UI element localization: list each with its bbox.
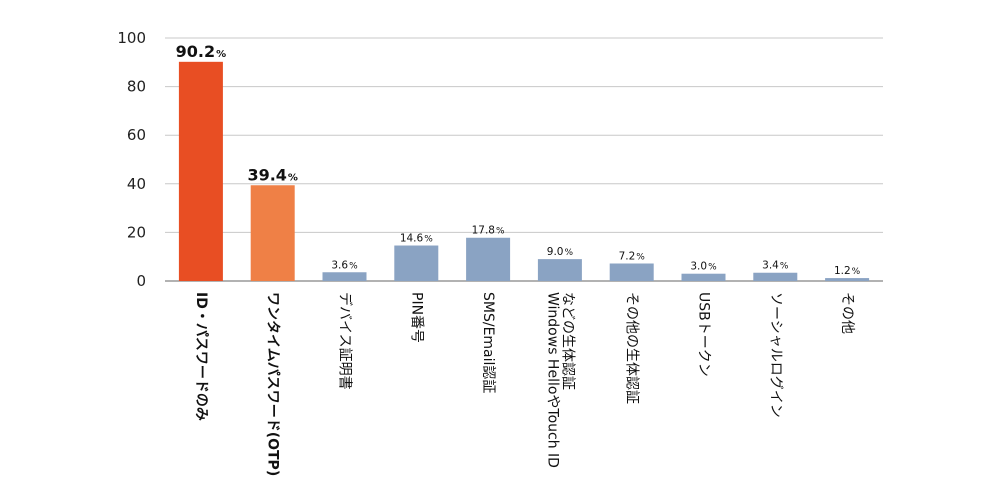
y-tick-label-0: 0	[136, 272, 146, 290]
y-tick-label-40: 40	[127, 175, 146, 193]
data-labels: 90.2% 39.4% 3.6% 14.6% 17.8% 9.0% 7.2% 3.0% 3.4%…	[176, 42, 861, 277]
bar-7	[609, 263, 654, 281]
data-label-8: 3.0%	[690, 261, 717, 273]
data-label-2: 39.4%	[247, 165, 298, 184]
x-tick-label-5: SMS/Email認証	[480, 292, 496, 393]
x-tick-label-line: などの生体認証	[559, 292, 575, 390]
x-tick-label-line: ワンタイムパスワード(OTP)	[265, 292, 281, 476]
y-tick-label-80: 80	[127, 78, 146, 96]
bar-1	[178, 61, 223, 282]
x-tick-label-8: USBトークン	[696, 292, 712, 377]
y-tick-label-60: 60	[127, 126, 146, 144]
data-label-3: 3.6%	[331, 259, 358, 271]
y-tick-label-20: 20	[127, 223, 146, 241]
bar-8	[681, 273, 726, 281]
x-tick-label-line: SMS/Email認証	[480, 292, 496, 393]
x-tick-label-line: Windows HelloやTouch ID	[544, 292, 560, 468]
x-tick-label-3: デバイス証明書	[337, 292, 354, 390]
y-tick-label-100: 100	[117, 29, 146, 47]
data-label-6: 9.0%	[547, 246, 574, 258]
x-axis-category-labels: ID・パスワードのみ ワンタイムパスワード(OTP) デバイス証明書 PIN番号 SMS…	[193, 292, 855, 476]
data-label-9: 3.4%	[762, 260, 789, 272]
x-tick-label-line: ID・パスワードのみ	[193, 292, 209, 421]
x-tick-label-1: ID・パスワードのみ	[193, 292, 209, 421]
x-tick-label-9: ソーシャルログイン	[767, 292, 783, 418]
bar-10	[825, 278, 870, 281]
x-tick-label-4: PIN番号	[408, 292, 424, 343]
bar-5	[466, 237, 511, 281]
bar-6	[537, 259, 582, 281]
x-tick-label-line: USBトークン	[696, 292, 712, 377]
x-tick-label-7: その他の生体認証	[624, 292, 640, 404]
x-tick-label-line: デバイス証明書	[337, 292, 354, 390]
bar-4	[394, 245, 439, 281]
x-tick-label-line: その他	[839, 292, 855, 334]
data-label-1: 90.2%	[176, 42, 227, 61]
x-tick-label-10: その他	[839, 292, 855, 334]
data-label-10: 1.2%	[834, 265, 861, 277]
x-tick-label-line: その他の生体認証	[624, 292, 640, 404]
y-axis-ticks: 0 20 40 60 80 100	[117, 29, 146, 290]
bar-2	[250, 185, 295, 281]
data-label-5: 17.8%	[472, 225, 505, 237]
x-tick-label-line: PIN番号	[408, 292, 424, 343]
x-tick-label-2: ワンタイムパスワード(OTP)	[265, 292, 281, 476]
bars	[178, 61, 870, 282]
x-tick-label-6: Windows HelloやTouch ID などの生体認証	[544, 292, 575, 468]
data-label-4: 14.6%	[400, 233, 433, 245]
bar-3	[322, 272, 367, 281]
bar-9	[753, 272, 798, 281]
data-label-7: 7.2%	[619, 251, 646, 263]
x-tick-label-line: ソーシャルログイン	[767, 292, 783, 418]
